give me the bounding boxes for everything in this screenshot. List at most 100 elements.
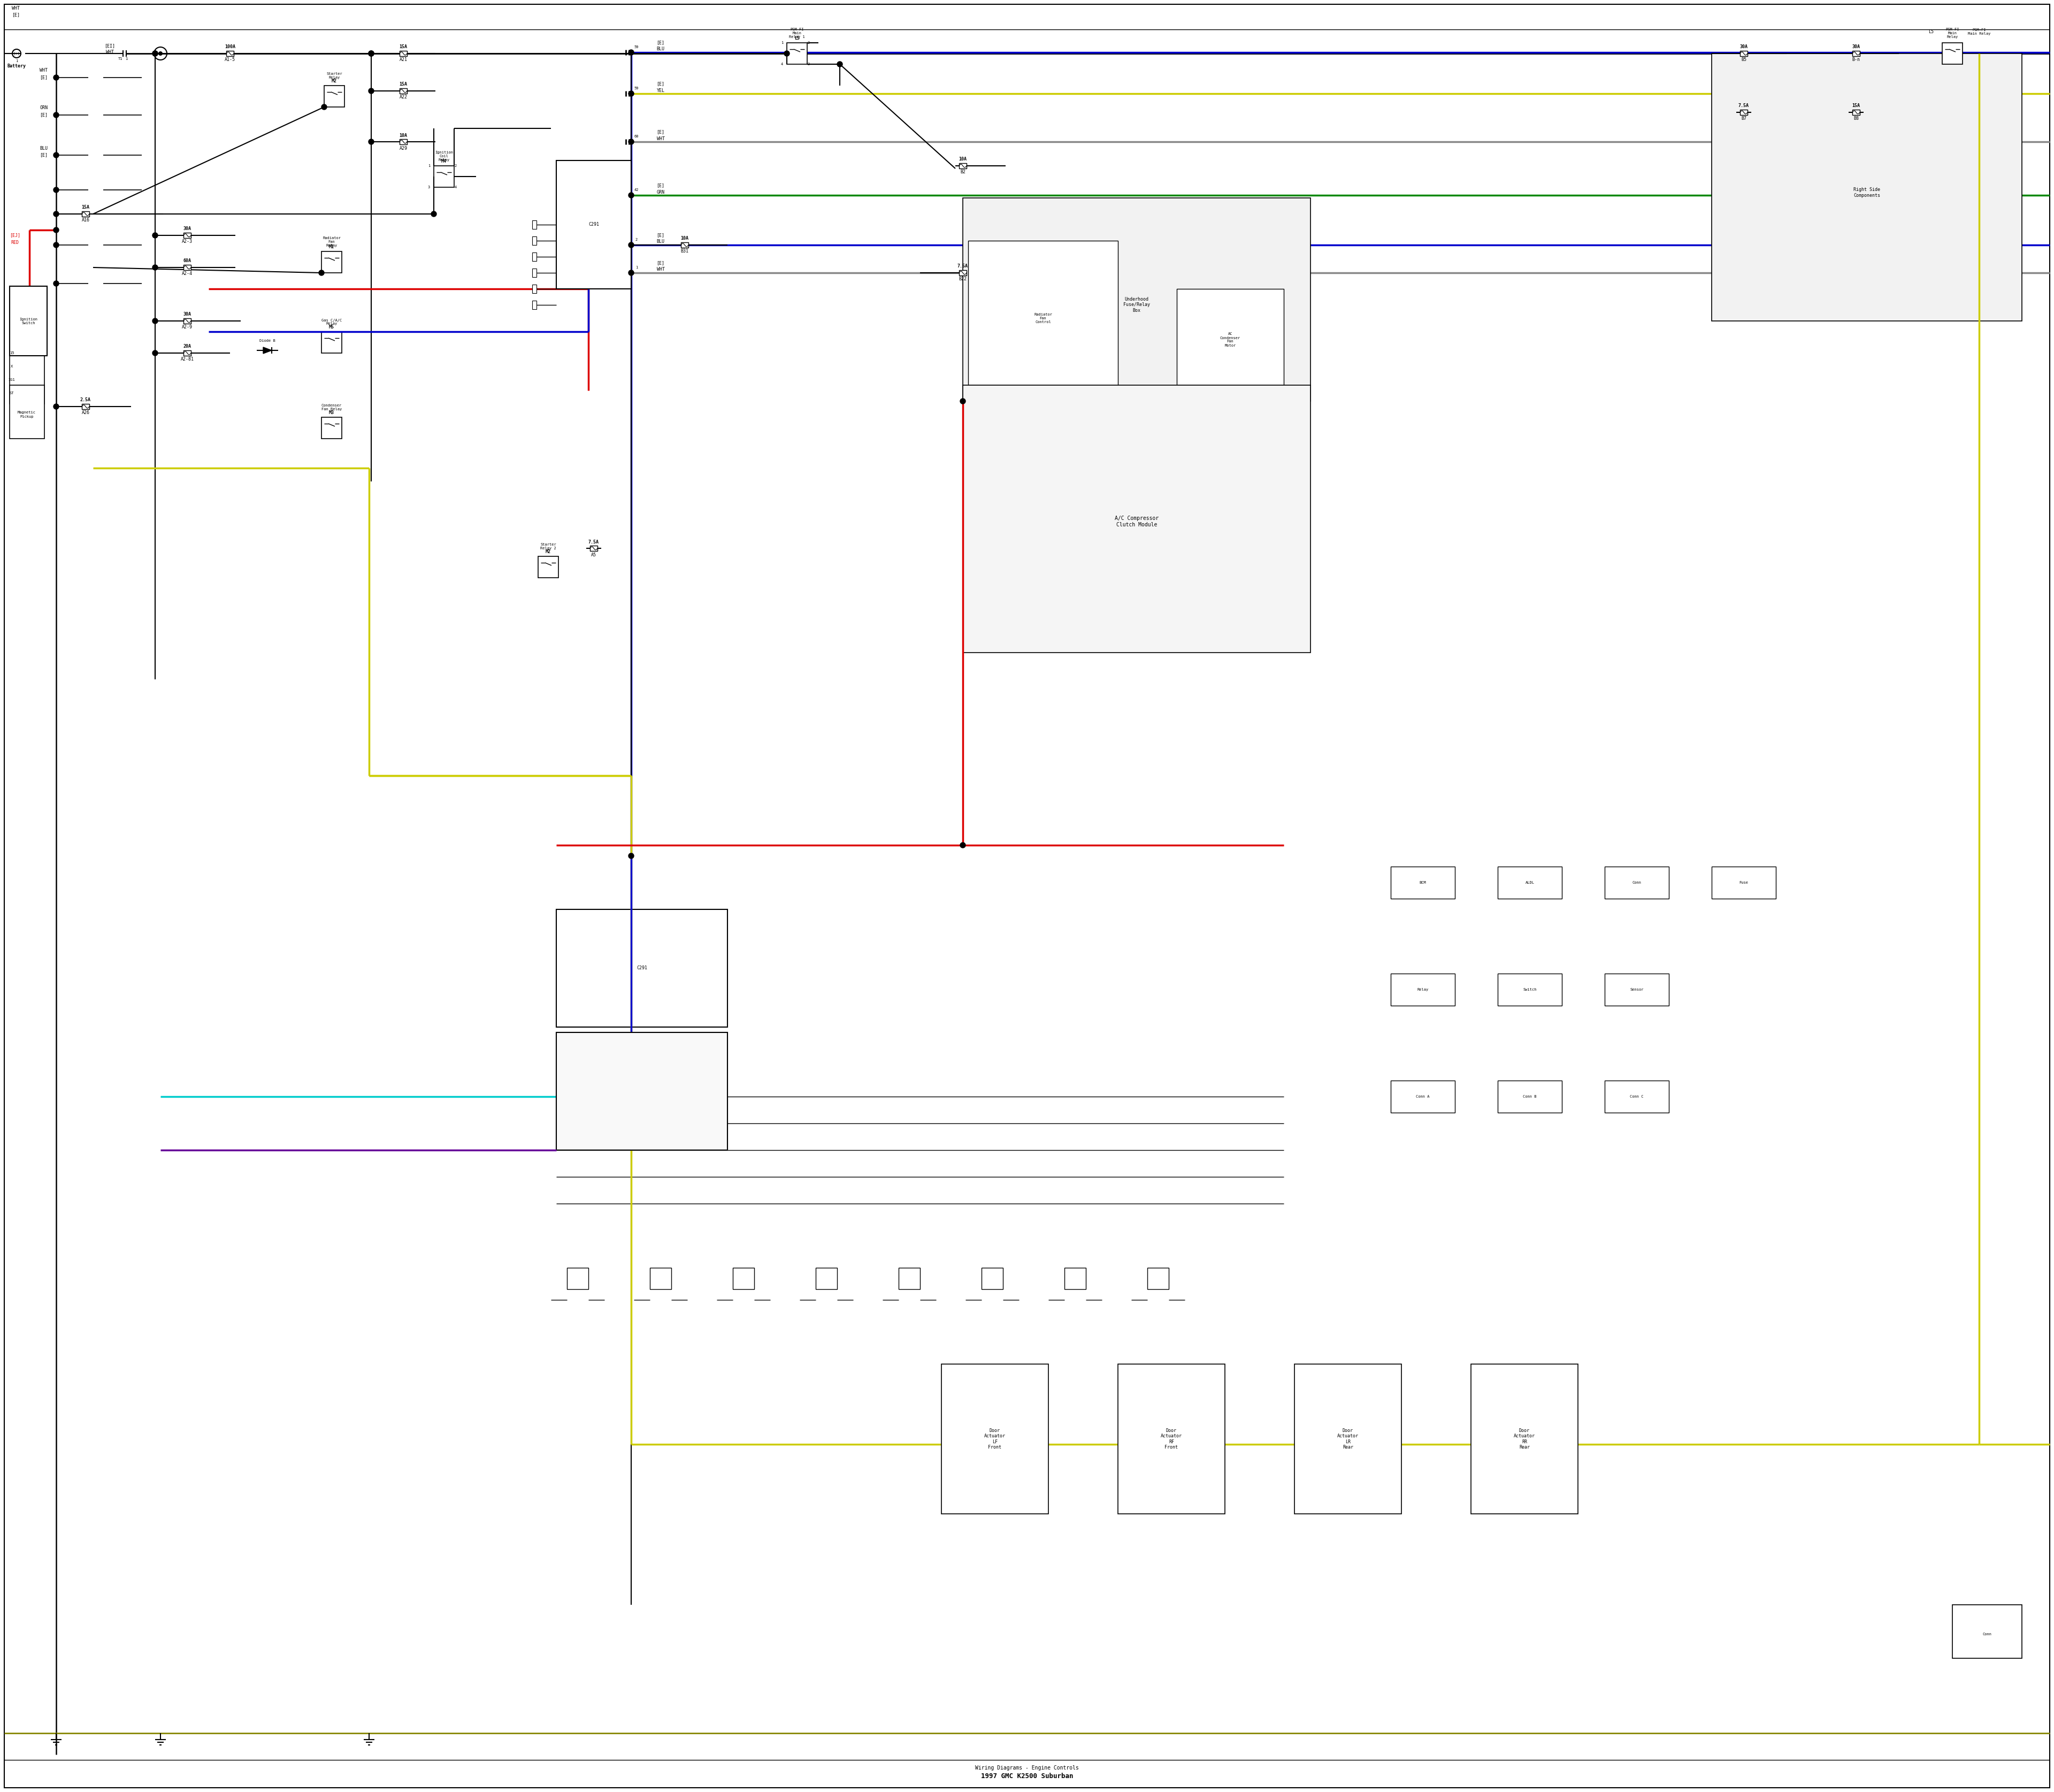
Bar bbox=[322, 251, 341, 272]
Text: 4: 4 bbox=[454, 186, 456, 188]
Bar bbox=[815, 1267, 838, 1288]
Text: PGM-FI
Main Relay: PGM-FI Main Relay bbox=[1968, 29, 1990, 36]
Text: Switch: Switch bbox=[1522, 987, 1536, 991]
Bar bbox=[963, 197, 1310, 401]
Text: Conn C: Conn C bbox=[1631, 1095, 1643, 1098]
Text: WHT: WHT bbox=[39, 68, 47, 73]
Text: [EI]: [EI] bbox=[105, 43, 115, 48]
Circle shape bbox=[368, 50, 374, 56]
Circle shape bbox=[53, 403, 60, 409]
Bar bbox=[900, 1267, 920, 1288]
Bar bbox=[183, 265, 191, 271]
Text: WHT: WHT bbox=[12, 5, 21, 11]
Circle shape bbox=[152, 351, 158, 357]
Text: BLU: BLU bbox=[657, 240, 665, 244]
Text: Door
Actuator
LR
Rear: Door Actuator LR Rear bbox=[1337, 1428, 1358, 1450]
Bar bbox=[557, 1032, 727, 1150]
Text: 60: 60 bbox=[635, 134, 639, 138]
Text: Relay: Relay bbox=[1417, 987, 1428, 991]
Bar bbox=[967, 240, 1117, 385]
Circle shape bbox=[318, 271, 325, 276]
Bar bbox=[589, 545, 598, 550]
Circle shape bbox=[152, 319, 158, 324]
Circle shape bbox=[368, 88, 374, 93]
Text: 10A: 10A bbox=[398, 133, 407, 138]
Text: AC
Condenser
Fan
Motor: AC Condenser Fan Motor bbox=[1220, 333, 1241, 348]
Bar bbox=[1391, 1081, 1454, 1113]
Text: B5: B5 bbox=[1742, 57, 1746, 63]
Text: 59: 59 bbox=[635, 86, 639, 90]
Text: A26: A26 bbox=[82, 410, 90, 416]
Text: Door
Actuator
RR
Rear: Door Actuator RR Rear bbox=[1514, 1428, 1534, 1450]
Text: A2-81: A2-81 bbox=[181, 357, 193, 362]
Bar bbox=[1953, 1606, 2021, 1658]
Text: 3: 3 bbox=[427, 186, 429, 188]
Circle shape bbox=[629, 50, 635, 56]
Bar bbox=[1148, 1267, 1169, 1288]
Text: [E]: [E] bbox=[39, 75, 47, 81]
Bar bbox=[532, 285, 536, 294]
Bar bbox=[82, 211, 88, 217]
Circle shape bbox=[629, 271, 635, 276]
Bar bbox=[787, 43, 807, 65]
Text: 1997 GMC K2500 Suburban: 1997 GMC K2500 Suburban bbox=[982, 1772, 1072, 1779]
Text: PGM-FI
Main
Relay 1: PGM-FI Main Relay 1 bbox=[789, 29, 805, 38]
Text: A2-3: A2-3 bbox=[183, 240, 193, 244]
Bar bbox=[401, 88, 407, 93]
Text: RED: RED bbox=[10, 240, 18, 246]
Text: [E]: [E] bbox=[12, 13, 21, 18]
Text: 7.5A: 7.5A bbox=[587, 539, 600, 545]
Bar bbox=[1391, 973, 1454, 1005]
Bar bbox=[532, 253, 536, 262]
Text: Door
Actuator
LF
Front: Door Actuator LF Front bbox=[984, 1428, 1006, 1450]
Text: 42: 42 bbox=[635, 188, 639, 192]
Bar bbox=[1711, 867, 1777, 898]
Bar bbox=[1943, 43, 1962, 65]
Text: 100A: 100A bbox=[224, 45, 236, 50]
Text: A22: A22 bbox=[398, 95, 407, 100]
Bar bbox=[941, 1364, 1048, 1514]
Bar bbox=[1711, 54, 2021, 321]
Text: A16: A16 bbox=[82, 219, 90, 222]
Text: Gas C/A/C
Relay: Gas C/A/C Relay bbox=[320, 319, 341, 326]
Text: [E]: [E] bbox=[39, 152, 47, 158]
Text: 2: 2 bbox=[454, 165, 456, 167]
Circle shape bbox=[152, 233, 158, 238]
Text: 60A: 60A bbox=[183, 258, 191, 263]
Circle shape bbox=[431, 211, 435, 217]
Text: Fuse: Fuse bbox=[1740, 882, 1748, 883]
Bar bbox=[1497, 1081, 1561, 1113]
Bar bbox=[183, 319, 191, 324]
Text: [E]: [E] bbox=[657, 183, 665, 188]
Bar bbox=[401, 140, 407, 145]
Bar bbox=[183, 233, 191, 238]
Circle shape bbox=[53, 281, 60, 287]
Bar bbox=[322, 418, 341, 439]
Text: (+): (+) bbox=[12, 52, 21, 56]
Text: 2.5A: 2.5A bbox=[80, 398, 90, 403]
Text: B-n: B-n bbox=[1853, 57, 1861, 63]
Circle shape bbox=[322, 104, 327, 109]
Circle shape bbox=[959, 398, 965, 403]
Text: Starter
Relay: Starter Relay bbox=[327, 72, 343, 79]
Text: B7: B7 bbox=[1742, 116, 1746, 122]
Text: WHT: WHT bbox=[657, 267, 665, 272]
Text: [EJ]: [EJ] bbox=[10, 233, 21, 238]
Circle shape bbox=[53, 75, 60, 81]
Bar bbox=[325, 86, 345, 108]
Circle shape bbox=[152, 265, 158, 271]
Bar bbox=[1853, 109, 1859, 115]
Text: 30A: 30A bbox=[1853, 45, 1861, 50]
Bar bbox=[733, 1267, 754, 1288]
Text: IG1: IG1 bbox=[8, 378, 14, 382]
Text: Radiator
Fan
Relay: Radiator Fan Relay bbox=[322, 237, 341, 247]
Text: C291: C291 bbox=[637, 966, 647, 971]
Text: A2-9: A2-9 bbox=[183, 324, 193, 330]
Text: A/C Compressor
Clutch Module: A/C Compressor Clutch Module bbox=[1115, 516, 1158, 527]
Circle shape bbox=[53, 228, 60, 233]
Text: 4: 4 bbox=[781, 63, 783, 66]
Text: M2: M2 bbox=[546, 550, 550, 554]
Text: 1: 1 bbox=[125, 57, 127, 61]
Text: 20A: 20A bbox=[183, 344, 191, 349]
Text: Starter
Relay 2: Starter Relay 2 bbox=[540, 543, 557, 550]
